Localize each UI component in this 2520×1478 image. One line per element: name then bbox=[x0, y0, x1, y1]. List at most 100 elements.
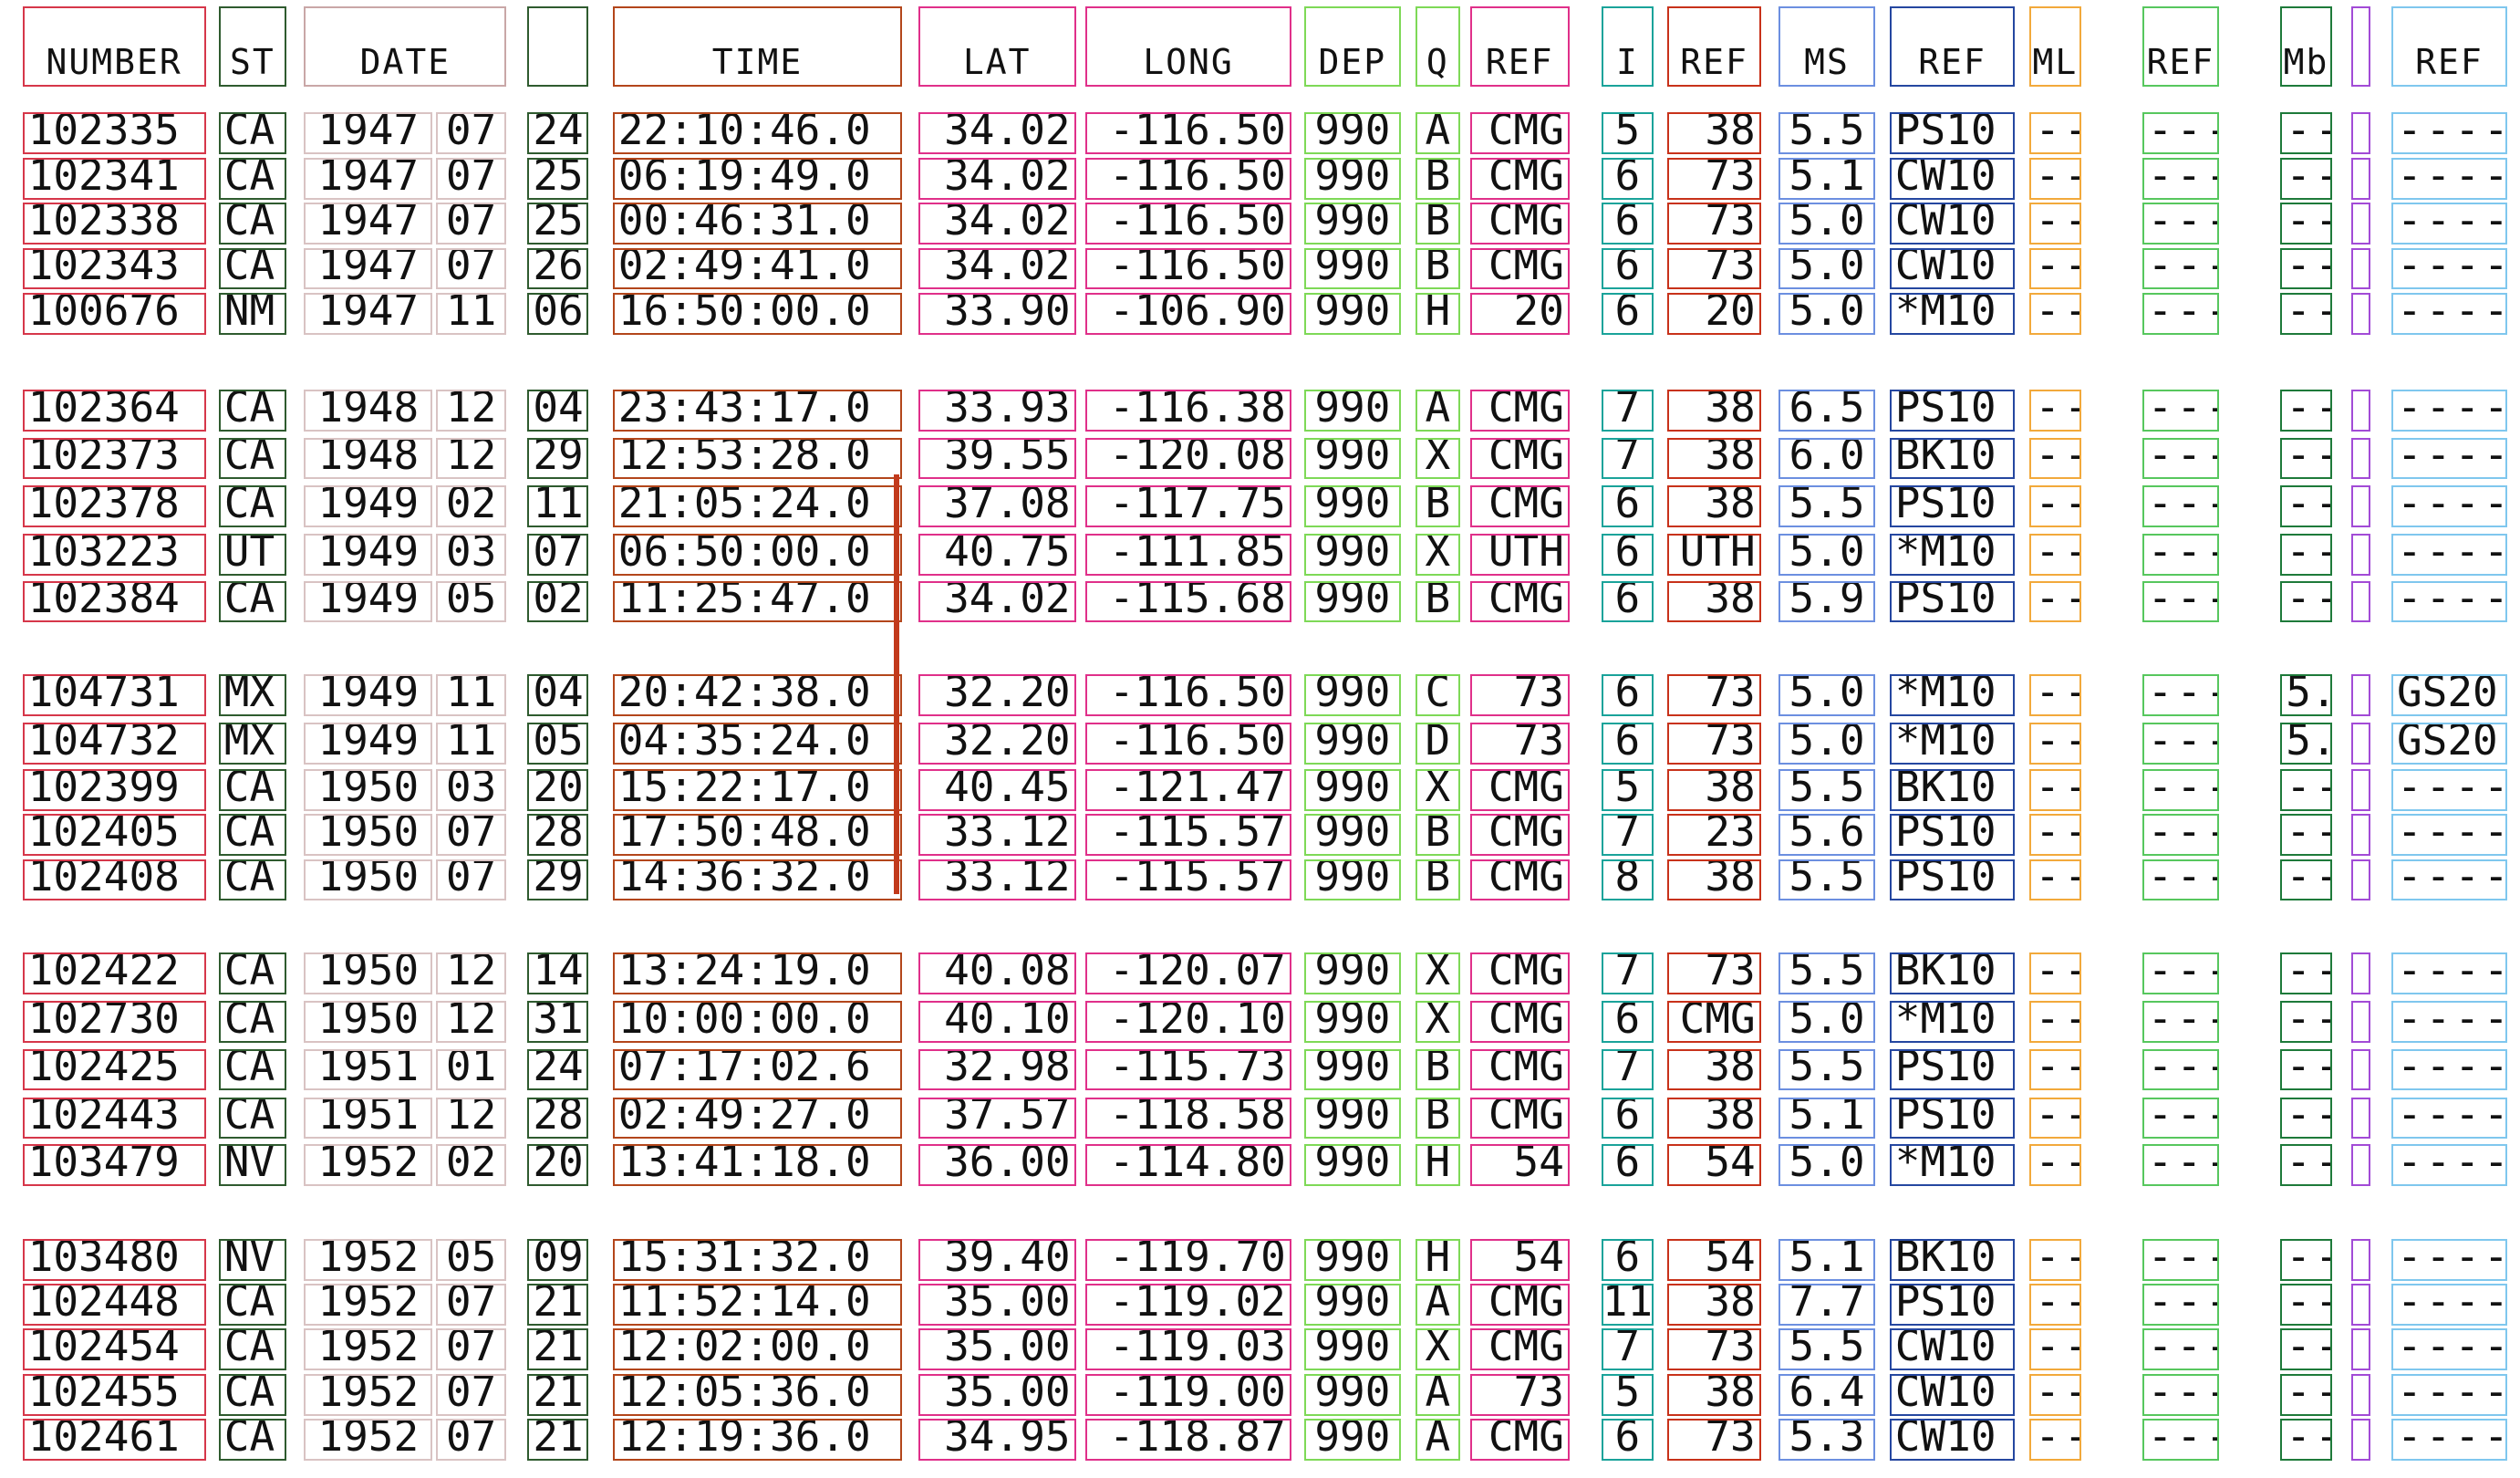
cell-col8: 990 bbox=[1303, 1373, 1401, 1416]
cell-col15: --- bbox=[2029, 814, 2081, 857]
cell-col15: --- bbox=[2029, 1328, 2081, 1371]
cell-col14: *M10 bbox=[1889, 292, 2016, 335]
cell-col15: --- bbox=[2029, 534, 2081, 577]
header-lat-5: LAT bbox=[918, 6, 1076, 88]
cell-col10: CMG bbox=[1469, 203, 1570, 245]
cell-col10: 54 bbox=[1469, 1238, 1570, 1281]
cell-col16: ---- bbox=[2141, 814, 2220, 857]
cell-col6: 40.10 bbox=[918, 1000, 1076, 1043]
cell-col5: 11:52:14.0 bbox=[612, 1284, 903, 1326]
cell-col3: 07 bbox=[435, 247, 507, 290]
cell-col11: 7 bbox=[1602, 1328, 1654, 1371]
cell-col0: 102422 bbox=[22, 952, 206, 994]
header-i-10: I bbox=[1602, 6, 1654, 88]
cell-col16: ---- bbox=[2141, 389, 2220, 432]
header-long-6: LONG bbox=[1085, 6, 1291, 88]
cell-col13: 5.5 bbox=[1779, 485, 1875, 528]
cell-col9: X bbox=[1415, 534, 1460, 577]
cell-col11: 6 bbox=[1602, 673, 1654, 716]
cell-col2: 1947 bbox=[304, 203, 433, 245]
cell-col6: 32.98 bbox=[918, 1048, 1076, 1091]
cell-col6: 34.02 bbox=[918, 247, 1076, 290]
cell-col14: *M10 bbox=[1889, 534, 2016, 577]
cell-col6: 34.95 bbox=[918, 1419, 1076, 1462]
cell-col8: 990 bbox=[1303, 1000, 1401, 1043]
cell-col4: 14 bbox=[527, 952, 589, 994]
cell-col3: 01 bbox=[435, 1048, 507, 1091]
cell-col18 bbox=[2350, 1284, 2371, 1326]
cell-col8: 990 bbox=[1303, 1097, 1401, 1140]
cell-col18 bbox=[2350, 157, 2371, 200]
cell-col12: 38 bbox=[1667, 580, 1761, 623]
cell-col2: 1952 bbox=[304, 1419, 433, 1462]
cell-col2: 1949 bbox=[304, 722, 433, 765]
header-ref-15: REF bbox=[2141, 6, 2220, 88]
cell-col10: 73 bbox=[1469, 1373, 1570, 1416]
cell-col17: --- bbox=[2280, 1048, 2332, 1091]
cell-col8: 990 bbox=[1303, 1284, 1401, 1326]
cell-col15: --- bbox=[2029, 203, 2081, 245]
cell-col13: 5.3 bbox=[1779, 1419, 1875, 1462]
cell-col1: CA bbox=[218, 112, 286, 155]
cell-col14: CW10 bbox=[1889, 1373, 2016, 1416]
cell-col9: B bbox=[1415, 859, 1460, 901]
cell-col6: 34.02 bbox=[918, 580, 1076, 623]
cell-col12: 38 bbox=[1667, 768, 1761, 811]
cell-col10: 73 bbox=[1469, 722, 1570, 765]
cell-col14: CW10 bbox=[1889, 203, 2016, 245]
cell-col7: -117.75 bbox=[1085, 485, 1291, 528]
cell-col1: CA bbox=[218, 859, 286, 901]
cell-col15: --- bbox=[2029, 859, 2081, 901]
cell-col9: H bbox=[1415, 292, 1460, 335]
cell-col1: CA bbox=[218, 814, 286, 857]
cell-col9: H bbox=[1415, 1238, 1460, 1281]
cell-col14: *M10 bbox=[1889, 1143, 2016, 1186]
cell-col16: ---- bbox=[2141, 485, 2220, 528]
cell-col15: --- bbox=[2029, 580, 2081, 623]
cell-col5: 12:02:00.0 bbox=[612, 1328, 903, 1371]
cell-col2: 1947 bbox=[304, 157, 433, 200]
cell-col9: A bbox=[1415, 1373, 1460, 1416]
cell-col1: CA bbox=[218, 1328, 286, 1371]
cell-col5: 17:50:48.0 bbox=[612, 814, 903, 857]
cell-col7: -115.57 bbox=[1085, 814, 1291, 857]
cell-col8: 990 bbox=[1303, 722, 1401, 765]
cell-col18 bbox=[2350, 534, 2371, 577]
cell-col8: 990 bbox=[1303, 768, 1401, 811]
cell-col13: 5.5 bbox=[1779, 768, 1875, 811]
cell-col14: BK10 bbox=[1889, 1238, 2016, 1281]
cell-col19: ----- bbox=[2390, 1097, 2507, 1140]
cell-col19: ----- bbox=[2390, 768, 2507, 811]
cell-col13: 6.0 bbox=[1779, 437, 1875, 480]
cell-col13: 5.5 bbox=[1779, 859, 1875, 901]
cell-col2: 1950 bbox=[304, 814, 433, 857]
cell-col8: 990 bbox=[1303, 814, 1401, 857]
cell-col14: PS10 bbox=[1889, 1284, 2016, 1326]
cell-col10: CMG bbox=[1469, 952, 1570, 994]
cell-col1: CA bbox=[218, 1000, 286, 1043]
cell-col2: 1952 bbox=[304, 1143, 433, 1186]
cell-col11: 6 bbox=[1602, 485, 1654, 528]
cell-col0: 103480 bbox=[22, 1238, 206, 1281]
cell-col1: CA bbox=[218, 1373, 286, 1416]
cell-col6: 33.93 bbox=[918, 389, 1076, 432]
cell-col0: 102443 bbox=[22, 1097, 206, 1140]
cell-col9: X bbox=[1415, 952, 1460, 994]
cell-col3: 07 bbox=[435, 1373, 507, 1416]
cell-col5: 12:19:36.0 bbox=[612, 1419, 903, 1462]
cell-col18 bbox=[2350, 1238, 2371, 1281]
header-time-4: TIME bbox=[612, 6, 903, 88]
cell-col9: X bbox=[1415, 1000, 1460, 1043]
cell-col4: 20 bbox=[527, 1143, 589, 1186]
cell-col0: 102408 bbox=[22, 859, 206, 901]
cell-col17: --- bbox=[2280, 292, 2332, 335]
cell-col19: ----- bbox=[2390, 157, 2507, 200]
cell-col17: --- bbox=[2280, 580, 2332, 623]
cell-col12: 73 bbox=[1667, 203, 1761, 245]
cell-col6: 37.57 bbox=[918, 1097, 1076, 1140]
cell-col7: -120.07 bbox=[1085, 952, 1291, 994]
cell-col10: CMG bbox=[1469, 437, 1570, 480]
cell-col13: 5.0 bbox=[1779, 247, 1875, 290]
cell-col9: B bbox=[1415, 203, 1460, 245]
